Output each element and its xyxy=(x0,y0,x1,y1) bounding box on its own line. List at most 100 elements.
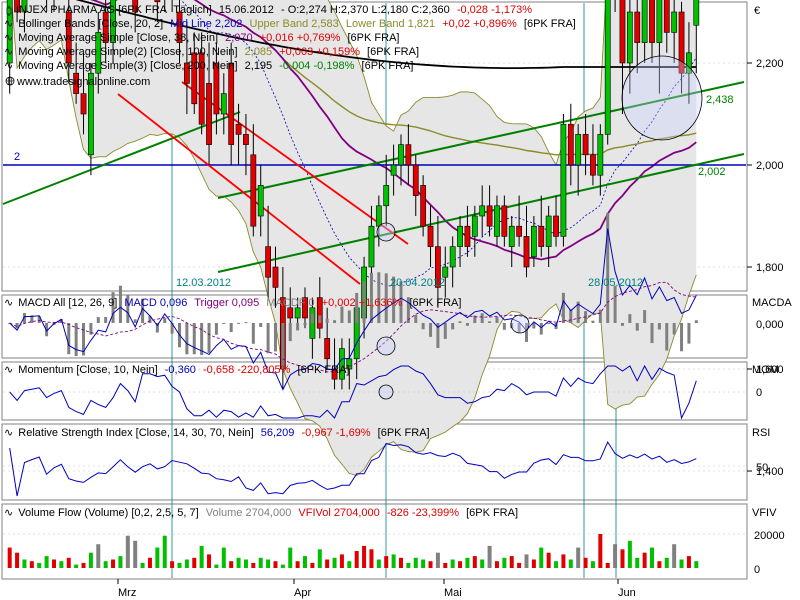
date-label-1: 12.03.2012 xyxy=(176,277,231,289)
bb-mid: Mid Line 2,202 xyxy=(170,18,242,30)
svg-text:∿ Momentum [Close, 10, Nei: ∿ Momentum [Close, 10, Nein] -0,360 -0,6… xyxy=(4,364,349,376)
macd-histogram-bar xyxy=(628,314,632,323)
macd-histogram-bar xyxy=(429,323,433,337)
volume-bar xyxy=(7,547,12,568)
globe-icon xyxy=(5,76,15,86)
macd-histogram-bar xyxy=(251,323,255,344)
macd-lines xyxy=(8,212,698,391)
ma38-title: Moving Average Simple [Close, 38, Nein] xyxy=(18,32,218,44)
candle-body xyxy=(390,164,397,176)
volume-bar xyxy=(147,557,152,568)
bb-lower: Lower Band 1,821 xyxy=(346,18,435,30)
candle xyxy=(538,195,545,257)
volume-bar xyxy=(347,561,352,568)
candle-body xyxy=(567,123,574,166)
macd-circle-1 xyxy=(376,336,396,356)
macd-histogram-bar xyxy=(281,323,285,369)
ohlc-values: - O:2,274 H:2,370 L:2,180 C:2,360 xyxy=(281,4,450,16)
macd-histogram-bar xyxy=(288,323,292,342)
candle xyxy=(412,154,419,216)
volume-bar xyxy=(369,549,374,568)
macd-histogram-bar xyxy=(15,323,19,329)
volume-bar xyxy=(236,557,241,568)
volume-bar xyxy=(487,545,492,568)
candle xyxy=(309,297,316,359)
candle xyxy=(102,0,109,63)
svg-text:∿ Moving Average Simple: ∿ Moving Average Simple [Close, 38, Nein… xyxy=(4,32,399,44)
candle xyxy=(110,0,116,63)
macd-histogram-bar xyxy=(303,323,307,326)
candle-body xyxy=(619,0,626,64)
volume-bar xyxy=(465,557,470,568)
macd-histogram-bar xyxy=(606,212,610,323)
macd-tick: 0,000 xyxy=(756,319,784,331)
rsi-src: [6PK FRA] xyxy=(378,427,430,439)
volume-bar xyxy=(37,562,42,568)
ma38-change: +0,016 +0,769% xyxy=(260,32,341,44)
volume-bar xyxy=(88,552,93,568)
candle-body xyxy=(235,123,242,135)
volume-bar xyxy=(74,564,79,568)
mom-wave-icon: ∿ xyxy=(4,364,13,376)
macd-histogram-bar xyxy=(266,323,270,354)
volume-bar xyxy=(207,554,212,568)
candle xyxy=(21,0,28,33)
volume-bar xyxy=(214,564,219,568)
macd-histogram-bar xyxy=(488,321,492,323)
annot-2002: 2,002 xyxy=(698,166,726,178)
ma200-value: 2,195 xyxy=(245,60,273,72)
volume-bar xyxy=(657,561,662,568)
volume-bar xyxy=(170,561,175,568)
svg-text:∿ Moving Average Simple(: ∿ Moving Average Simple(3) [Close, 200, … xyxy=(4,60,413,72)
macd-histogram-bar xyxy=(244,322,248,324)
macd-histogram-bar xyxy=(74,323,78,357)
macd-histogram-bar xyxy=(635,323,639,331)
volume-bar xyxy=(539,547,544,568)
volume-bar xyxy=(288,547,293,568)
candle-body xyxy=(553,215,559,237)
macd-histogram-bar xyxy=(369,272,373,323)
candle-body xyxy=(634,11,641,43)
mom-axis-title: MOM xyxy=(752,364,779,376)
candle xyxy=(479,185,486,237)
candle xyxy=(339,338,345,390)
volume-bar xyxy=(354,551,359,568)
macd-histogram-bar xyxy=(347,310,351,323)
macd-histogram-bar xyxy=(37,316,41,323)
candle xyxy=(88,63,94,176)
candle xyxy=(154,0,161,23)
candle-body xyxy=(427,225,434,247)
volume-bar xyxy=(303,556,308,568)
vol-tick-20000: 20000 xyxy=(754,530,785,542)
volume-bar xyxy=(421,559,426,568)
macd-value: MACD 0,096 xyxy=(124,297,187,309)
bb-upper-line xyxy=(327,0,607,166)
macd-histogram-bar xyxy=(517,323,521,333)
candle-body xyxy=(176,11,183,43)
macd-histogram-bar xyxy=(118,285,122,323)
vol-title: Volume Flow (Volume) [0,2, 2,5, 5, 7] xyxy=(18,507,198,519)
date-label-3: 28.05.2012 xyxy=(588,277,643,289)
macd-histogram-bar xyxy=(384,273,388,323)
bb-upper: Upper Band 2,583 xyxy=(250,18,339,30)
macd-histogram-bar xyxy=(613,285,617,323)
volume-bar xyxy=(125,535,130,568)
candle xyxy=(95,12,102,94)
macd-histogram-bar xyxy=(591,320,595,323)
ma200-change: -0,004 -0,198% xyxy=(279,60,354,72)
volume-bar xyxy=(642,552,647,568)
candle-body xyxy=(604,0,611,135)
macd-trigger: Trigger 0,095 xyxy=(194,297,259,309)
macd-histogram-bar xyxy=(67,323,71,355)
macd-histogram-bar xyxy=(598,309,602,323)
macd-histogram-bar xyxy=(259,323,263,327)
volume-bar xyxy=(111,559,116,568)
volume-bar xyxy=(59,561,64,568)
volume-bar xyxy=(118,556,123,568)
volume-bar xyxy=(686,556,691,568)
volume-bar xyxy=(472,556,477,568)
quote-change: -0,028 -1,173% xyxy=(457,4,532,16)
volume-bar xyxy=(494,561,499,568)
candle-body xyxy=(545,215,552,247)
volume-bar xyxy=(317,549,322,568)
